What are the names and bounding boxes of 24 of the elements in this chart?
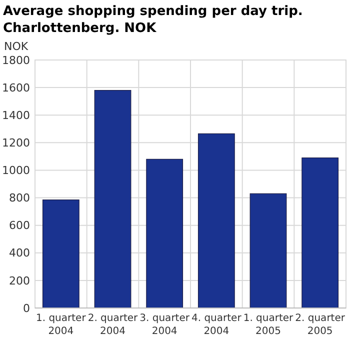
y-tick-label: 200 [9, 274, 30, 288]
y-axis-title: NOK [4, 40, 29, 53]
bar [94, 90, 132, 308]
x-tick-label: 2. quarter 2005 [295, 313, 346, 337]
y-tick-label: 1000 [2, 164, 30, 178]
bar [198, 133, 235, 308]
y-tick-label: 1600 [2, 81, 30, 94]
bar [302, 158, 339, 308]
x-tick-label: 4. quarter 2004 [191, 313, 242, 337]
bar [42, 200, 80, 308]
bar [146, 158, 184, 308]
x-tick-label: 1. quarter 2004 [36, 313, 87, 337]
y-tick-label: 1800 [2, 54, 30, 67]
y-tick-label: 1400 [2, 108, 30, 122]
chart-title: Average shopping spending per day trip. Charlottenberg. NOK [3, 4, 303, 36]
x-tick-label: 1. quarter 2005 [243, 313, 294, 337]
y-tick-label: 600 [9, 219, 30, 232]
x-tick-label: 3. quarter 2004 [140, 313, 190, 337]
x-tick-label: 2. quarter 2004 [88, 313, 139, 337]
y-tick-label: 400 [9, 246, 30, 260]
y-tick-label: 0 [23, 302, 30, 315]
y-tick-label: 800 [9, 192, 30, 205]
y-tick-label: 1200 [2, 136, 30, 150]
bar [250, 193, 287, 308]
